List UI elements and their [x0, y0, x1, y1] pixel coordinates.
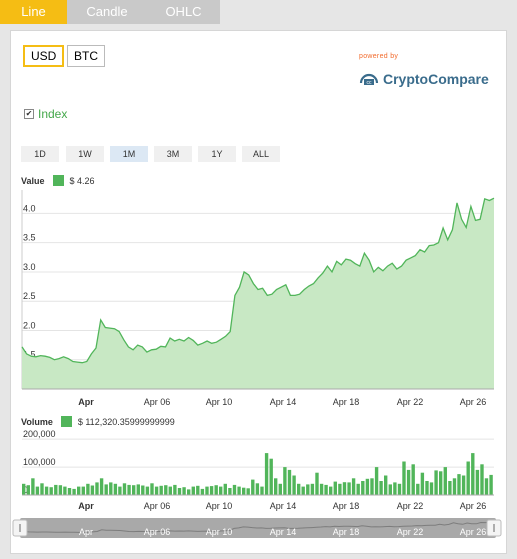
volume-legend-swatch [60, 416, 72, 427]
tab-candle[interactable]: Candle [67, 0, 147, 24]
range-1w-button[interactable]: 1W [66, 146, 104, 162]
range-1y-button[interactable]: 1Y [198, 146, 236, 162]
range-3m-button[interactable]: 3M [154, 146, 192, 162]
currency-btc-button[interactable]: BTC [67, 45, 105, 67]
svg-text:cc: cc [367, 80, 373, 86]
cryptocompare-logo[interactable]: cc CryptoCompare [359, 71, 489, 87]
chart-panel: USD BTC powered by cc CryptoCompare ✔ In… [10, 30, 507, 554]
volume-legend: Volume $ 112,320.35999999999 [21, 416, 175, 427]
value-legend-swatch [52, 175, 64, 186]
powered-by-label: powered by [359, 53, 399, 60]
tab-ohlc[interactable]: OHLC [147, 0, 220, 24]
index-toggle[interactable]: ✔ Index [24, 107, 67, 121]
range-all-button[interactable]: ALL [242, 146, 280, 162]
tab-line[interactable]: Line [0, 0, 67, 24]
range-1m-button[interactable]: 1M [110, 146, 148, 162]
volume-legend-label: Volume [21, 416, 53, 427]
value-legend-text: $ 4.26 [69, 175, 95, 186]
logo-text: CryptoCompare [383, 71, 489, 87]
cryptocompare-logo-icon: cc [359, 73, 379, 86]
currency-usd-button[interactable]: USD [23, 45, 65, 67]
chart-type-tabs: Line Candle OHLC [0, 0, 220, 24]
value-legend-label: Value [21, 175, 45, 186]
value-legend: Value $ 4.26 [21, 175, 95, 186]
index-label: Index [38, 107, 68, 121]
volume-legend-text: $ 112,320.35999999999 [77, 416, 175, 427]
range-1d-button[interactable]: 1D [21, 146, 59, 162]
index-checkbox[interactable]: ✔ [24, 109, 34, 119]
